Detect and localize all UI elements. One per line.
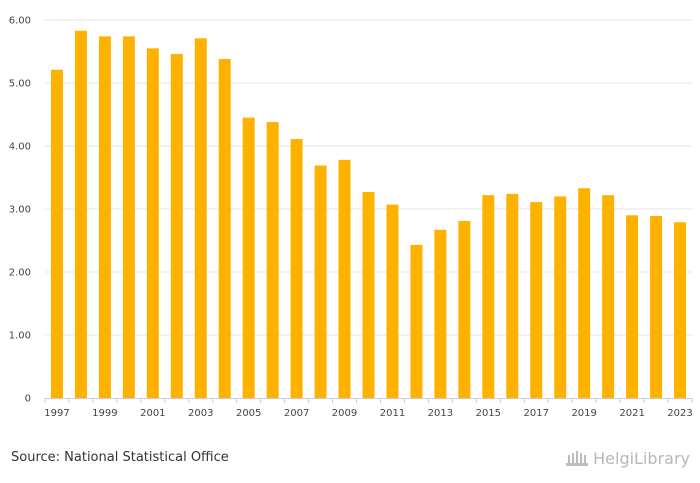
x-tick-label: 2015 [476,408,501,419]
y-tick-label: 5.00 [9,79,31,90]
x-tick-label: 2009 [332,408,357,419]
y-tick-label: 0 [25,394,31,405]
x-tick-label: 2007 [284,408,309,419]
y-tick-label: 4.00 [9,142,31,153]
bar-2004 [218,59,231,399]
bar-2013 [434,229,447,398]
bar-2016 [506,193,519,398]
bar-2010 [362,191,375,398]
bar-2014 [458,220,471,398]
bar-2019 [578,188,591,398]
x-tick-label: 2003 [188,408,213,419]
x-tick-label: 1997 [44,408,69,419]
x-tick-label: 2011 [380,408,405,419]
x-axis-ticks: 1997 1999 2001 2003 2005 2007 2009 2011 2013 2015… [44,398,693,419]
bar-2023 [674,222,687,398]
bar-1998 [74,30,87,399]
brand-logo[interactable]: HelgiLibrary [565,448,690,468]
bar-2001 [146,48,159,398]
bar-2007 [290,139,303,398]
x-tick-label: 2001 [140,408,165,419]
y-tick-label: 6.00 [9,16,31,27]
x-tick-label: 1999 [92,408,117,419]
bar-1999 [98,36,111,398]
bar-2009 [338,159,351,398]
bar-2021 [626,215,639,398]
bar-1997 [50,69,63,399]
bar-2022 [650,215,663,398]
y-axis-ticks: 0 1.00 2.00 3.00 4.00 5.00 6.00 [9,16,31,405]
y-tick-label: 2.00 [9,268,31,279]
bar-2015 [482,195,495,398]
bar-2017 [530,202,543,398]
y-tick-label: 1.00 [9,331,31,342]
bar-2020 [602,195,615,398]
bar-2011 [386,204,399,398]
x-tick-label: 2005 [236,408,261,419]
x-tick-label: 2013 [428,408,453,419]
bar-2008 [314,165,327,398]
x-tick-label: 2019 [571,408,596,419]
x-tick-label: 2023 [667,408,692,419]
y-tick-label: 3.00 [9,205,31,216]
bar-2018 [554,196,567,398]
x-tick-label: 2017 [524,408,549,419]
x-tick-label: 2021 [619,408,644,419]
source-caption: Source: National Statistical Office [11,450,229,465]
bar-2005 [242,117,255,399]
bar-2006 [266,122,279,398]
brand-name: HelgiLibrary [593,448,690,468]
bars [50,30,687,399]
bar-2000 [122,36,135,398]
bar-2003 [194,38,207,399]
library-building-icon [566,451,589,466]
bar-2012 [410,244,423,398]
bar-2002 [170,54,183,399]
